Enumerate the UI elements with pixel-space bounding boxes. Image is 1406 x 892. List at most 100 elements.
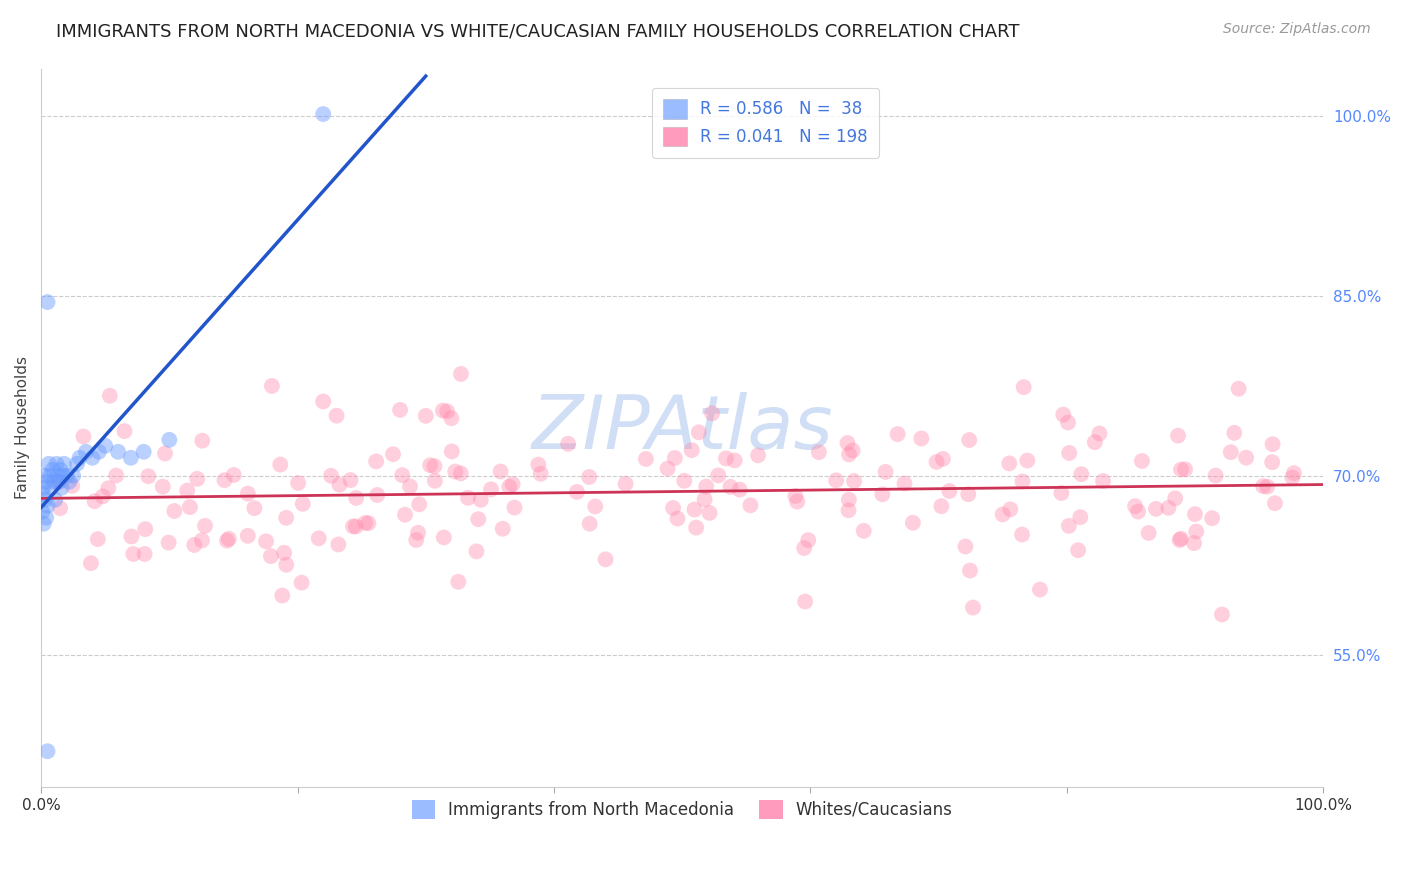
Point xyxy=(955,540,977,554)
Point xyxy=(183,538,205,552)
Point xyxy=(470,492,492,507)
Point xyxy=(122,547,145,561)
Point xyxy=(391,468,413,483)
Point xyxy=(433,531,456,545)
Point xyxy=(366,454,388,468)
Point xyxy=(328,477,350,491)
Point xyxy=(271,589,294,603)
Point xyxy=(273,546,295,560)
Point xyxy=(66,457,89,471)
Point xyxy=(339,473,361,487)
Point xyxy=(94,439,117,453)
Point xyxy=(52,468,75,483)
Point xyxy=(479,483,502,497)
Point xyxy=(786,494,808,508)
Point xyxy=(1057,416,1080,430)
Point xyxy=(1211,607,1233,622)
Point xyxy=(1219,445,1241,459)
Point xyxy=(1057,518,1080,533)
Point xyxy=(276,511,298,525)
Point xyxy=(998,456,1021,470)
Point xyxy=(740,498,762,512)
Point xyxy=(699,506,721,520)
Point xyxy=(419,458,441,472)
Point xyxy=(793,541,815,555)
Point xyxy=(436,404,458,418)
Point xyxy=(728,483,751,497)
Point xyxy=(1182,536,1205,550)
Point xyxy=(1157,500,1180,515)
Point xyxy=(319,468,342,483)
Point xyxy=(1084,435,1107,450)
Point xyxy=(1088,426,1111,441)
Point xyxy=(657,461,679,475)
Point xyxy=(1164,491,1187,506)
Point xyxy=(875,465,897,479)
Point xyxy=(152,480,174,494)
Point xyxy=(842,474,865,488)
Point xyxy=(194,518,217,533)
Point xyxy=(31,486,53,500)
Point xyxy=(37,295,59,310)
Point xyxy=(724,453,747,467)
Point xyxy=(157,535,180,549)
Point xyxy=(308,531,330,545)
Point xyxy=(825,473,848,487)
Point xyxy=(693,492,716,507)
Point xyxy=(260,549,283,563)
Point xyxy=(114,424,136,438)
Point xyxy=(688,425,710,440)
Point xyxy=(58,475,80,489)
Point xyxy=(87,532,110,546)
Point xyxy=(312,107,335,121)
Point xyxy=(450,467,472,481)
Point xyxy=(1052,408,1074,422)
Point xyxy=(35,475,58,489)
Point xyxy=(502,477,524,491)
Point xyxy=(1261,437,1284,451)
Point xyxy=(49,501,72,516)
Point xyxy=(55,468,77,483)
Point xyxy=(1070,467,1092,482)
Point xyxy=(83,494,105,508)
Point xyxy=(450,367,472,381)
Point xyxy=(218,532,240,546)
Point xyxy=(841,443,863,458)
Point xyxy=(1069,510,1091,524)
Text: IMMIGRANTS FROM NORTH MACEDONIA VS WHITE/CAUCASIAN FAMILY HOUSEHOLDS CORRELATION: IMMIGRANTS FROM NORTH MACEDONIA VS WHITE… xyxy=(56,22,1019,40)
Point xyxy=(342,519,364,533)
Point xyxy=(120,529,142,543)
Point xyxy=(37,744,59,758)
Point xyxy=(46,468,69,483)
Point xyxy=(957,433,980,447)
Point xyxy=(423,474,446,488)
Point xyxy=(440,411,463,425)
Point xyxy=(1256,480,1278,494)
Point xyxy=(837,503,859,517)
Point xyxy=(260,379,283,393)
Point xyxy=(91,489,114,503)
Point xyxy=(179,500,201,514)
Point xyxy=(186,472,208,486)
Point xyxy=(962,600,984,615)
Point xyxy=(938,483,960,498)
Point xyxy=(1234,450,1257,465)
Point xyxy=(176,483,198,498)
Point xyxy=(406,525,429,540)
Point xyxy=(1170,532,1192,546)
Point xyxy=(707,468,730,483)
Point xyxy=(46,475,69,490)
Point xyxy=(214,473,236,487)
Point xyxy=(98,389,121,403)
Point xyxy=(405,533,427,547)
Point xyxy=(87,445,110,459)
Point xyxy=(215,533,238,548)
Text: ZIPAtlas: ZIPAtlas xyxy=(531,392,832,464)
Point xyxy=(489,465,512,479)
Point xyxy=(236,486,259,500)
Point xyxy=(666,511,689,525)
Point xyxy=(1057,446,1080,460)
Point xyxy=(1185,524,1208,539)
Point xyxy=(354,516,377,530)
Point xyxy=(132,445,155,459)
